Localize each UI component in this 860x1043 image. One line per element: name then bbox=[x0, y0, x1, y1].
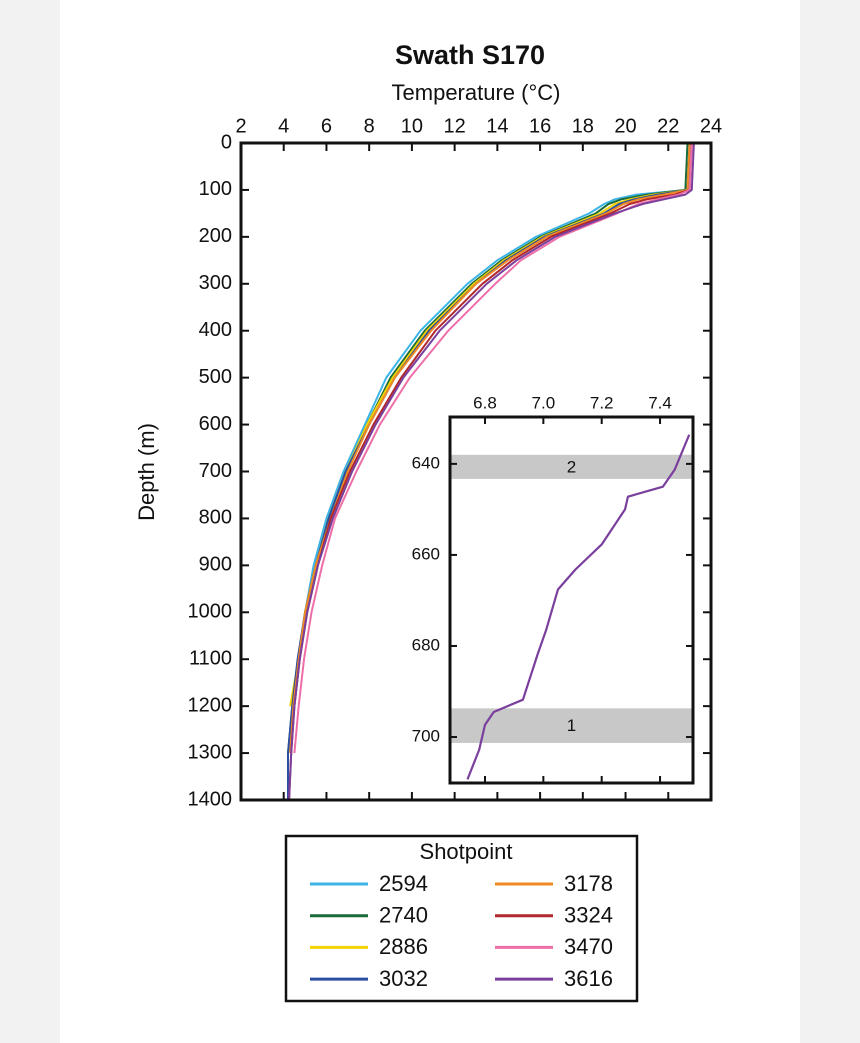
y-tick-label: 680 bbox=[412, 635, 440, 654]
temperature-line bbox=[466, 434, 691, 780]
y-tick-label: 400 bbox=[199, 319, 232, 341]
legend-title: Shotpoint bbox=[420, 839, 513, 864]
chart-title: Swath S170 bbox=[395, 40, 545, 70]
legend-label: 3178 bbox=[564, 871, 613, 896]
legend-label: 3032 bbox=[379, 966, 428, 991]
band-label: 2 bbox=[567, 457, 576, 476]
y-tick-label: 1000 bbox=[188, 601, 233, 623]
y-tick-label: 800 bbox=[199, 507, 232, 529]
y-tick-label: 1100 bbox=[189, 647, 232, 669]
x-tick-label: 24 bbox=[700, 115, 722, 137]
legend-label: 3470 bbox=[564, 934, 613, 959]
x-tick-label: 18 bbox=[572, 115, 594, 137]
x-tick-label: 12 bbox=[444, 115, 466, 137]
x-tick-label: 7.0 bbox=[532, 393, 556, 412]
x-tick-label: 10 bbox=[401, 115, 423, 137]
y-tick-label: 900 bbox=[199, 554, 232, 576]
band bbox=[450, 454, 693, 479]
y-tick-label: 200 bbox=[199, 225, 232, 247]
x-tick-label: 7.4 bbox=[648, 393, 672, 412]
legend-label: 3324 bbox=[564, 903, 613, 928]
plot-frame bbox=[239, 141, 713, 802]
temperature-line bbox=[288, 143, 695, 800]
x-tick-label: 7.2 bbox=[590, 393, 614, 412]
x-tick-label: 4 bbox=[278, 115, 289, 137]
y-axis-label: Depth (m) bbox=[134, 423, 159, 521]
x-tick-label: 8 bbox=[364, 115, 375, 137]
legend-label: 2594 bbox=[379, 871, 428, 896]
x-tick-label: 14 bbox=[486, 115, 508, 137]
legend-label: 2886 bbox=[379, 934, 428, 959]
y-tick-label: 100 bbox=[199, 178, 232, 200]
band bbox=[450, 708, 693, 743]
y-tick-label: 600 bbox=[199, 413, 232, 435]
series-group bbox=[466, 434, 691, 780]
x-tick-label: 20 bbox=[614, 115, 636, 137]
y-tick-label: 1200 bbox=[188, 694, 233, 716]
x-tick-label: 2 bbox=[235, 115, 246, 137]
y-tick-label: 500 bbox=[199, 366, 232, 388]
temperature-line bbox=[292, 143, 693, 707]
y-tick-label: 1300 bbox=[188, 741, 233, 763]
x-axis-label: Temperature (°C) bbox=[392, 80, 561, 105]
y-tick-label: 1400 bbox=[188, 788, 233, 810]
plot-frame bbox=[448, 415, 695, 785]
y-tick-label: 700 bbox=[412, 727, 440, 746]
legend-label: 2740 bbox=[379, 903, 428, 928]
y-tick-label: 700 bbox=[199, 460, 232, 482]
band-label: 1 bbox=[567, 716, 576, 735]
x-tick-label: 6 bbox=[321, 115, 332, 137]
y-tick-label: 300 bbox=[199, 272, 232, 294]
y-tick-label: 640 bbox=[412, 453, 440, 472]
temperature-line bbox=[293, 143, 693, 754]
temperature-line bbox=[289, 143, 691, 754]
series-group bbox=[287, 143, 695, 800]
x-tick-label: 16 bbox=[529, 115, 551, 137]
y-tick-label: 660 bbox=[412, 544, 440, 563]
x-tick-label: 22 bbox=[657, 115, 679, 137]
y-tick-label: 0 bbox=[221, 131, 232, 153]
legend-label: 3616 bbox=[564, 966, 613, 991]
x-tick-label: 6.8 bbox=[473, 393, 497, 412]
legend-box bbox=[284, 834, 639, 1003]
